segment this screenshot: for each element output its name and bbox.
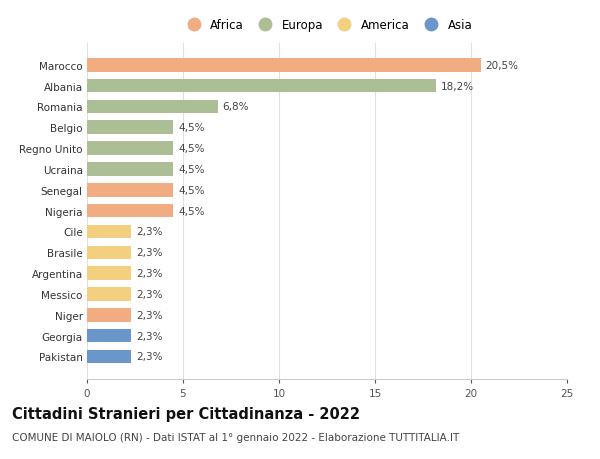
- Text: 4,5%: 4,5%: [178, 144, 205, 154]
- Bar: [87, 142, 173, 156]
- Text: 6,8%: 6,8%: [223, 102, 249, 112]
- Bar: [87, 59, 481, 73]
- Text: 2,3%: 2,3%: [136, 289, 163, 299]
- Bar: [87, 204, 173, 218]
- Bar: [87, 287, 131, 301]
- Bar: [87, 79, 436, 93]
- Text: 4,5%: 4,5%: [178, 123, 205, 133]
- Bar: [87, 308, 131, 322]
- Text: 20,5%: 20,5%: [485, 61, 518, 71]
- Text: 18,2%: 18,2%: [441, 81, 475, 91]
- Text: 2,3%: 2,3%: [136, 269, 163, 279]
- Text: 2,3%: 2,3%: [136, 331, 163, 341]
- Legend: Africa, Europa, America, Asia: Africa, Europa, America, Asia: [179, 17, 475, 34]
- Text: 2,3%: 2,3%: [136, 352, 163, 362]
- Bar: [87, 121, 173, 135]
- Bar: [87, 267, 131, 280]
- Bar: [87, 350, 131, 364]
- Bar: [87, 101, 218, 114]
- Text: 4,5%: 4,5%: [178, 165, 205, 174]
- Text: 2,3%: 2,3%: [136, 310, 163, 320]
- Text: Cittadini Stranieri per Cittadinanza - 2022: Cittadini Stranieri per Cittadinanza - 2…: [12, 406, 360, 421]
- Bar: [87, 225, 131, 239]
- Text: 2,3%: 2,3%: [136, 227, 163, 237]
- Bar: [87, 329, 131, 343]
- Bar: [87, 246, 131, 259]
- Bar: [87, 184, 173, 197]
- Text: 4,5%: 4,5%: [178, 185, 205, 196]
- Text: 4,5%: 4,5%: [178, 206, 205, 216]
- Text: COMUNE DI MAIOLO (RN) - Dati ISTAT al 1° gennaio 2022 - Elaborazione TUTTITALIA.: COMUNE DI MAIOLO (RN) - Dati ISTAT al 1°…: [12, 432, 459, 442]
- Text: 2,3%: 2,3%: [136, 248, 163, 257]
- Bar: [87, 163, 173, 176]
